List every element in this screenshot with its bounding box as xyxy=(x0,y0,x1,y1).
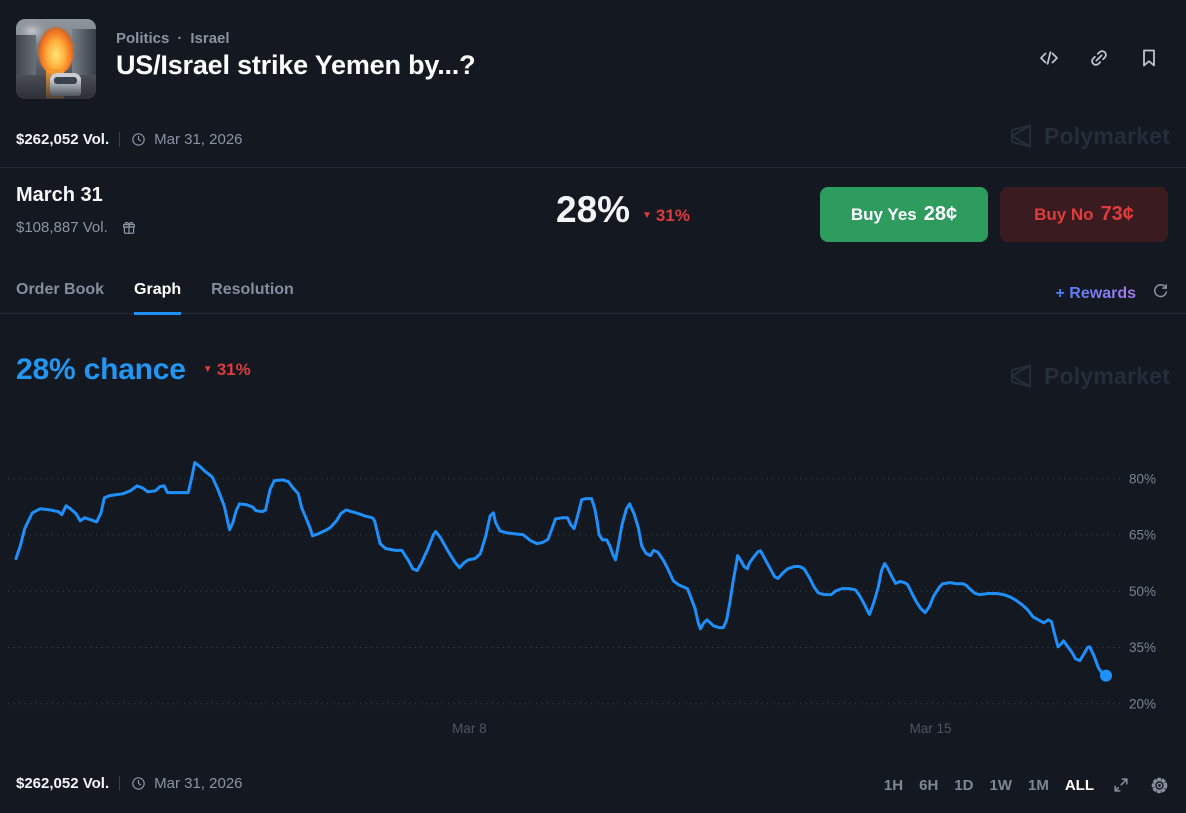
timeframe-1d[interactable]: 1D xyxy=(954,776,974,794)
event-volume-row: $262,052 Vol. Mar 31, 2026 xyxy=(16,131,243,148)
y-axis-tick-label: 80% xyxy=(1129,471,1156,486)
buy-yes-button[interactable]: Buy Yes 28¢ xyxy=(820,187,988,242)
tab-bar: Order Book Graph Resolution xyxy=(0,281,1186,315)
timeframe-all[interactable]: ALL xyxy=(1064,776,1094,794)
market-price-change: ▼ 31% xyxy=(642,206,690,225)
price-chart[interactable]: 80% 65% 50% 35% 20% Mar 8 Mar 15 xyxy=(0,430,1186,760)
header-actions xyxy=(1036,45,1162,71)
timeframe-6h[interactable]: 6H xyxy=(919,776,939,794)
watermark-label: Polymarket xyxy=(1043,122,1170,149)
event-thumbnail-image xyxy=(16,19,96,99)
timeframe-1w[interactable]: 1W xyxy=(989,776,1012,794)
timeframe-selector: 1H 6H 1D 1W 1M ALL xyxy=(884,774,1170,796)
event-volume: $262,052 Vol. xyxy=(16,131,110,148)
clock-icon xyxy=(132,777,145,790)
event-end-date: Mar 31, 2026 xyxy=(130,131,243,148)
embed-code-icon xyxy=(1040,51,1058,65)
chance-row: 28% chance ▼ 31% xyxy=(16,353,251,387)
thumbnail-car-window-shape xyxy=(54,77,77,84)
chance-value: 28% chance xyxy=(16,353,186,386)
polymarket-watermark: Polymarket xyxy=(1007,122,1170,150)
x-axis-tick-label: Mar 8 xyxy=(452,721,487,736)
y-axis-tick-label: 35% xyxy=(1129,640,1156,655)
expand-chart-button[interactable] xyxy=(1110,774,1132,796)
breadcrumb-separator: · xyxy=(177,30,183,47)
page-title: US/Israel strike Yemen by...? xyxy=(116,50,476,80)
down-arrow-icon: ▼ xyxy=(202,364,213,375)
divider xyxy=(119,776,121,791)
refresh-button[interactable] xyxy=(1151,282,1170,306)
footer-volume: $262,052 Vol. xyxy=(16,775,110,792)
market-volume: $108,887 Vol. xyxy=(16,218,108,236)
buy-no-button[interactable]: Buy No 73¢ xyxy=(1000,187,1168,242)
tab-resolution[interactable]: Resolution xyxy=(211,281,294,298)
thumbnail-building-left-shape xyxy=(16,35,36,81)
copy-link-button[interactable] xyxy=(1086,45,1112,71)
market-name: March 31 xyxy=(16,184,103,206)
x-axis-tick-label: Mar 15 xyxy=(909,721,951,736)
expand-chart-icon xyxy=(1114,778,1128,792)
latest-price-dot xyxy=(1100,669,1112,682)
price-line xyxy=(14,461,1108,678)
settings-gear-icon xyxy=(1151,777,1167,793)
footer-volume-row: $262,052 Vol. Mar 31, 2026 xyxy=(16,775,243,792)
tab-graph[interactable]: Graph xyxy=(134,281,182,315)
y-axis-tick-label: 65% xyxy=(1129,528,1156,543)
thumbnail-explosion-shape xyxy=(38,27,74,75)
breadcrumb: Politics · Israel xyxy=(116,30,230,47)
embed-code-button[interactable] xyxy=(1036,45,1062,71)
tab-order-book[interactable]: Order Book xyxy=(16,281,105,298)
polymarket-logo-icon xyxy=(1010,124,1031,148)
thumbnail-car-shape xyxy=(50,73,81,96)
header-divider xyxy=(0,167,1186,168)
copy-link-icon xyxy=(1091,50,1107,66)
y-axis-tick-label: 20% xyxy=(1129,696,1156,711)
breadcrumb-subcategory[interactable]: Israel xyxy=(190,30,230,47)
gift-icon[interactable] xyxy=(119,217,139,237)
divider xyxy=(119,132,121,147)
market-price: 28% xyxy=(556,189,631,230)
watermark-label: Polymarket xyxy=(1043,362,1170,389)
footer-end-date: Mar 31, 2026 xyxy=(130,775,243,792)
timeframe-1h[interactable]: 1H xyxy=(883,776,904,794)
polymarket-watermark: Polymarket xyxy=(1007,362,1170,390)
rewards-row: + Rewards xyxy=(1056,282,1170,306)
breadcrumb-category[interactable]: Politics xyxy=(116,30,170,47)
chance-change: ▼ 31% xyxy=(202,360,251,379)
polymarket-logo-icon xyxy=(1010,364,1031,388)
rewards-link[interactable]: + Rewards xyxy=(1055,285,1136,302)
clock-icon xyxy=(132,133,145,146)
bookmark-icon xyxy=(1143,49,1155,67)
timeframe-1m[interactable]: 1M xyxy=(1027,776,1049,794)
chart-settings-button[interactable] xyxy=(1148,774,1170,796)
refresh-icon xyxy=(1154,283,1168,298)
y-axis-tick-label: 50% xyxy=(1129,584,1156,599)
market-volume-row: $108,887 Vol. xyxy=(16,217,139,237)
bookmark-button[interactable] xyxy=(1136,45,1162,71)
down-arrow-icon: ▼ xyxy=(642,210,652,221)
